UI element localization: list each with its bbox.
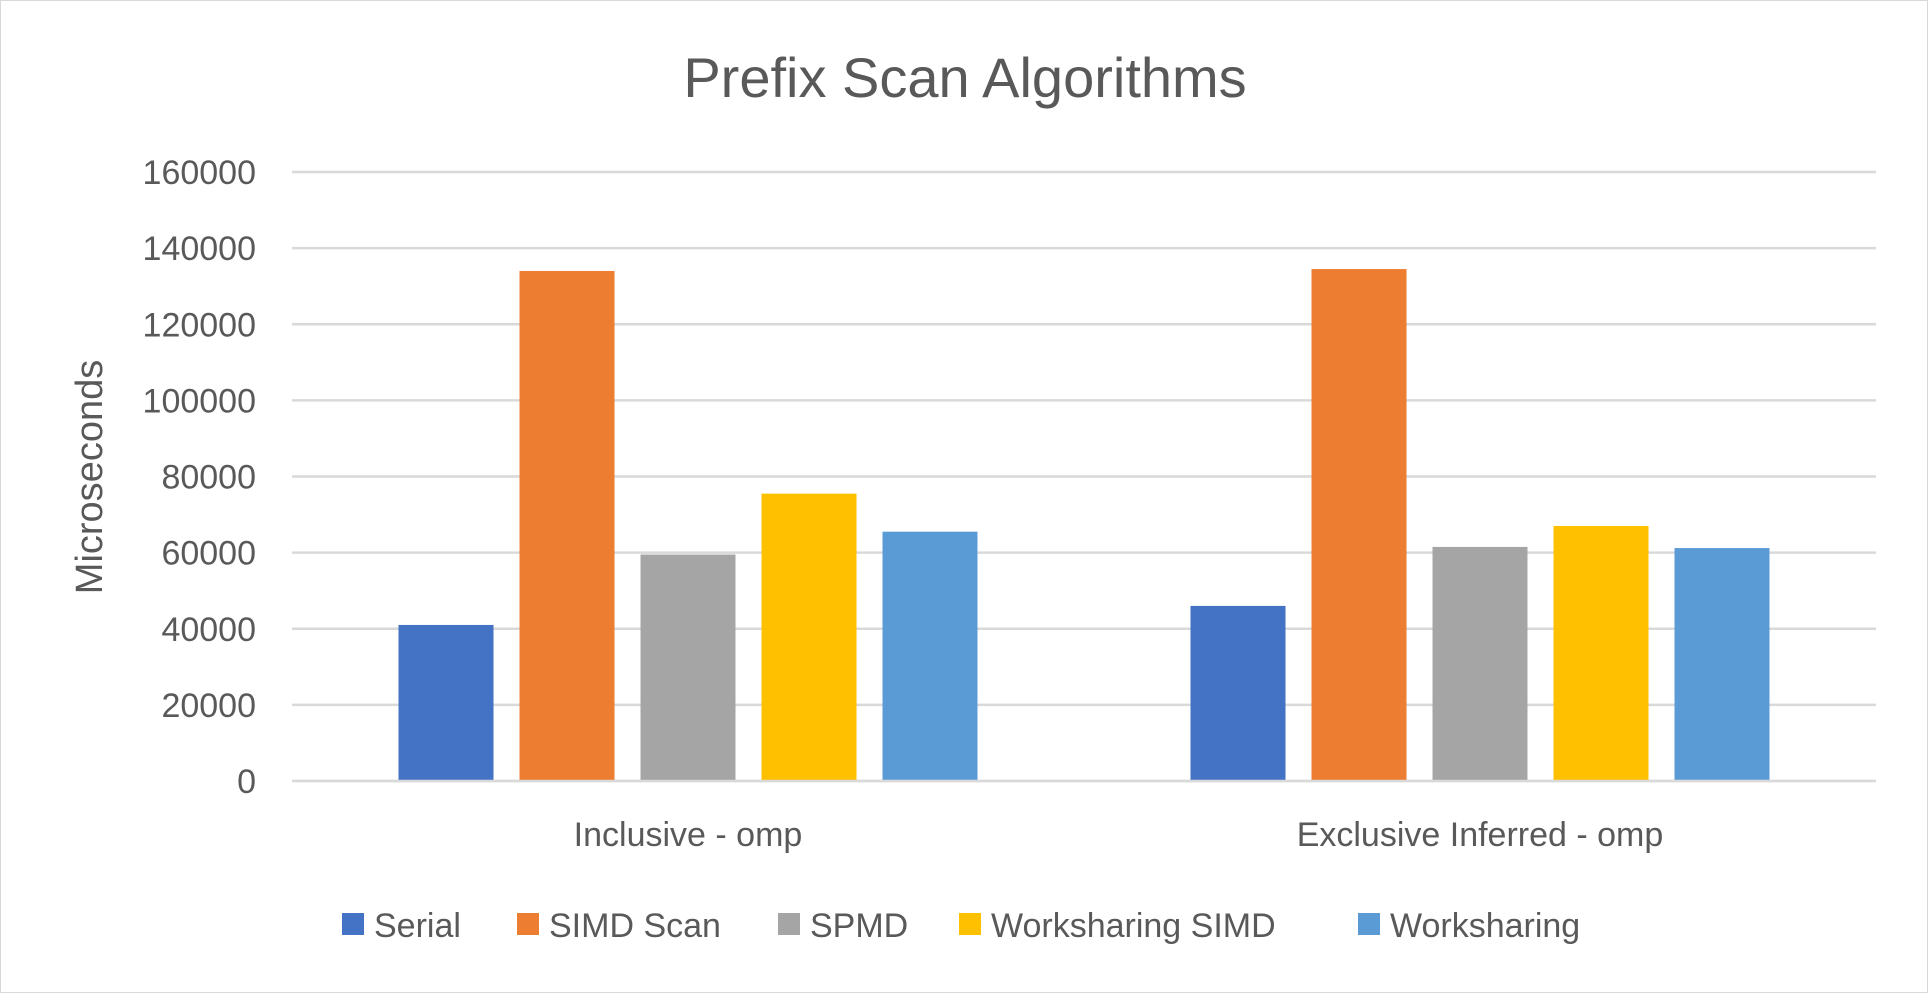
y-tick-label: 40000 [161,611,256,649]
legend-swatch [959,913,981,935]
x-category-label: Exclusive Inferred - omp [1297,816,1664,854]
bar-worksharing-simd [761,493,857,781]
bar-serial [398,624,494,781]
chart-title: Prefix Scan Algorithms [683,46,1246,109]
bar-simd-scan [519,270,615,781]
bar-worksharing [1674,548,1770,781]
bar-simd-scan [1311,269,1407,781]
legend-label: SPMD [810,907,908,945]
x-category-label: Inclusive - omp [574,816,803,854]
legend-swatch [517,913,539,935]
bar-spmd [640,554,736,781]
y-tick-label: 140000 [143,230,256,268]
legend-label: Worksharing SIMD [991,907,1276,945]
y-tick-label: 80000 [161,459,256,497]
legend-label: Serial [374,907,461,945]
y-axis-label: Microseconds [69,360,111,594]
legend-swatch [778,913,800,935]
legend-swatch [1358,913,1380,935]
legend-label: Worksharing [1390,907,1580,945]
y-tick-label: 160000 [143,154,256,192]
y-tick-label: 120000 [143,306,256,344]
y-tick-label: 60000 [161,535,256,573]
legend: Serial SIMD Scan SPMD Worksharing SIMD Works… [342,907,1580,945]
bars [398,269,1770,781]
y-axis-ticks: 0 20000 40000 60000 80000 100000 120000 140000 1… [143,154,256,801]
bar-spmd [1432,546,1528,781]
legend-label: SIMD Scan [549,907,721,945]
bar-worksharing [882,531,978,781]
y-tick-label: 100000 [143,382,256,420]
bar-worksharing-simd [1553,525,1649,781]
legend-swatch [342,913,364,935]
bar-serial [1190,605,1286,781]
y-tick-label: 0 [237,763,256,801]
y-tick-label: 20000 [161,687,256,725]
x-axis-categories: Inclusive - omp Exclusive Inferred - omp [574,816,1664,854]
